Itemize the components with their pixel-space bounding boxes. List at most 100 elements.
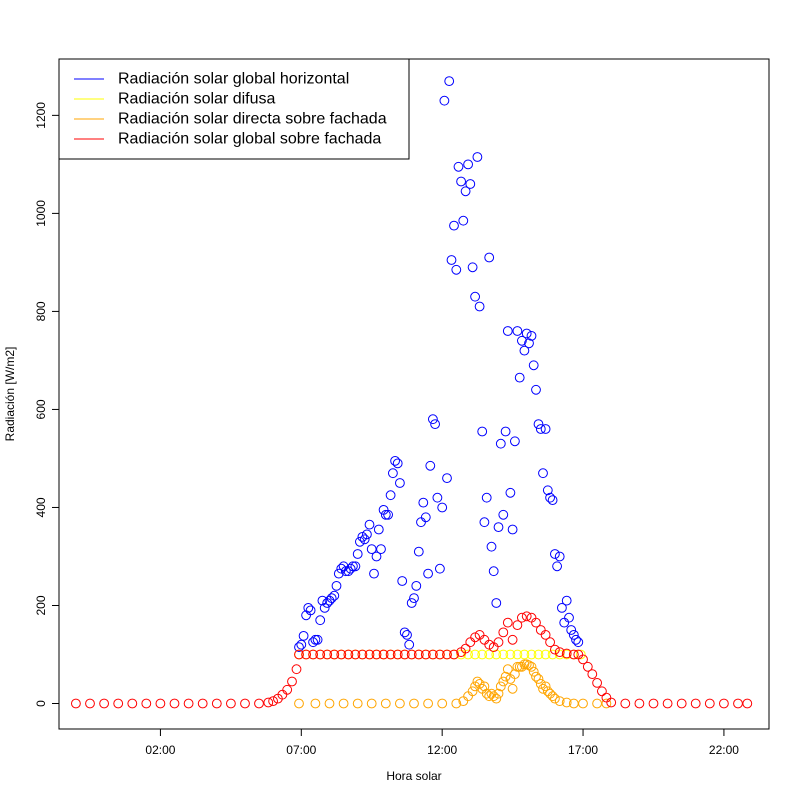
x-axis: 02:00 07:00 12:00 17:00 22:00: [145, 728, 739, 757]
data-point: [312, 634, 323, 645]
data-point: [127, 698, 138, 709]
data-point: [463, 159, 474, 170]
data-point: [550, 693, 560, 704]
data-point: [578, 654, 588, 665]
data-point: [526, 331, 537, 341]
data-point: [484, 639, 495, 650]
data-point: [458, 215, 469, 226]
data-point: [183, 698, 194, 709]
data-point: [474, 301, 485, 312]
data-point: [533, 419, 544, 430]
data-point: [294, 642, 304, 652]
data-point: [409, 698, 419, 709]
data-point: [481, 688, 492, 699]
data-point: [317, 595, 328, 606]
data-point: [606, 697, 617, 708]
data-point: [418, 497, 429, 508]
data-point: [390, 456, 401, 466]
data-point: [435, 563, 445, 574]
data-point: [484, 252, 495, 263]
x-tick-label: 17:00: [568, 743, 598, 757]
data-point: [524, 660, 534, 671]
y-tick-label: 1200: [34, 102, 48, 129]
series-layer: [71, 76, 753, 709]
data-point: [578, 698, 588, 709]
data-point: [542, 485, 553, 496]
data-point: [336, 649, 347, 660]
data-point: [561, 697, 572, 708]
data-point: [502, 664, 513, 675]
data-point: [357, 649, 368, 660]
data-point: [296, 639, 307, 650]
data-point: [493, 522, 504, 532]
data-point: [517, 661, 527, 672]
data-point: [350, 649, 361, 660]
data-point: [733, 698, 743, 709]
data-point: [484, 649, 495, 660]
data-point: [526, 649, 537, 660]
data-point: [514, 372, 525, 383]
data-point: [340, 566, 351, 577]
data-point: [420, 649, 431, 660]
data-point: [319, 603, 330, 613]
data-point: [554, 551, 565, 562]
data-point: [291, 664, 302, 675]
data-point: [559, 617, 570, 628]
data-point: [463, 649, 474, 660]
data-point: [519, 659, 530, 670]
data-point: [540, 424, 551, 434]
data-point: [531, 384, 541, 395]
data-point: [449, 220, 459, 231]
data-point: [568, 649, 579, 660]
data-point: [484, 691, 495, 702]
data-point: [493, 688, 504, 699]
data-point: [364, 649, 375, 660]
data-point: [451, 264, 462, 275]
data-point: [554, 696, 565, 706]
data-point: [502, 617, 513, 628]
data-point: [566, 625, 577, 635]
data-point: [155, 698, 166, 709]
data-point: [486, 541, 497, 552]
data-point: [254, 698, 264, 709]
data-point: [561, 595, 572, 606]
y-tick-label: 200: [34, 595, 48, 615]
data-point: [495, 681, 506, 692]
data-point: [512, 620, 523, 630]
data-point: [395, 698, 405, 709]
data-point: [547, 649, 558, 660]
data-point: [535, 424, 546, 434]
data-point: [331, 581, 342, 591]
x-axis-title: Hora solar: [386, 769, 441, 783]
data-point: [350, 561, 361, 572]
data-point: [479, 681, 490, 692]
data-point: [545, 637, 555, 648]
data-point: [442, 473, 452, 484]
data-point: [554, 647, 565, 657]
data-point: [535, 679, 546, 689]
data-point: [498, 676, 509, 687]
data-point: [376, 544, 386, 554]
data-point: [592, 678, 602, 688]
data-point: [500, 671, 511, 682]
data-point: [540, 681, 551, 692]
data-point: [310, 698, 321, 709]
data-point: [517, 612, 527, 623]
data-point: [601, 692, 612, 703]
data-point: [519, 345, 530, 356]
data-point: [528, 666, 539, 677]
data-point: [430, 419, 441, 430]
data-point: [690, 698, 701, 709]
data-point: [420, 512, 431, 523]
data-point: [456, 176, 467, 187]
data-point: [287, 676, 297, 687]
data-point: [402, 630, 412, 640]
data-point: [676, 698, 687, 709]
data-point: [535, 625, 546, 635]
data-point: [399, 649, 410, 660]
data-point: [352, 698, 363, 709]
data-point: [568, 630, 579, 640]
data-point: [514, 661, 525, 672]
data-point: [364, 519, 375, 530]
data-point: [479, 517, 490, 528]
